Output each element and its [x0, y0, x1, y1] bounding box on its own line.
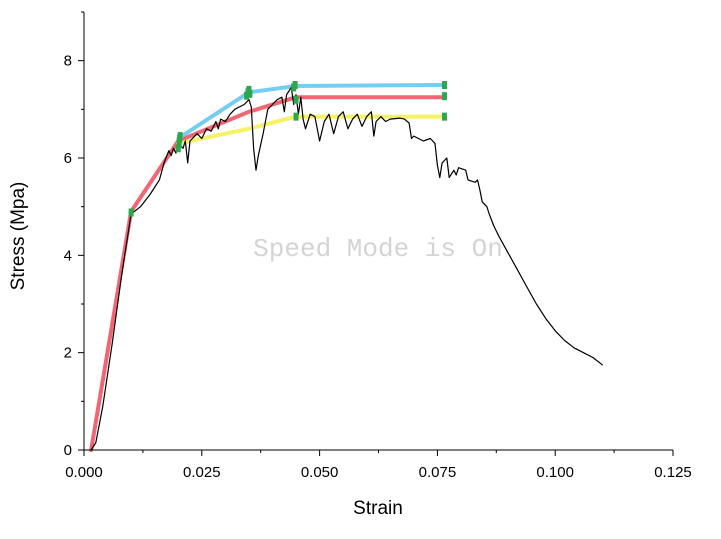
- x-tick-label: 0.000: [65, 464, 103, 481]
- x-axis-title: Strain: [353, 498, 403, 519]
- data-marker: [293, 112, 299, 121]
- data-marker: [176, 139, 182, 148]
- data-marker: [441, 81, 447, 89]
- fit-line: [89, 95, 445, 452]
- x-tick-label: 0.125: [654, 464, 692, 481]
- y-tick-label: 0: [64, 442, 72, 459]
- x-tick-label: 0.025: [183, 464, 221, 481]
- stress-strain-curve: [90, 86, 603, 451]
- data-marker: [441, 112, 447, 121]
- data-marker: [128, 208, 134, 217]
- y-axis-title: Stress (Mpa): [8, 182, 29, 291]
- x-tick-label: 0.075: [419, 464, 457, 481]
- x-tick-label: 0.100: [536, 464, 574, 481]
- y-tick-label: 8: [64, 53, 72, 70]
- plot-area: [89, 81, 603, 452]
- axes: 0.000 0.025 0.050 0.075 0.100 0.125 0 2 4 6 8: [64, 11, 692, 481]
- data-marker: [292, 81, 298, 89]
- y-tick-label: 6: [64, 150, 72, 167]
- watermark-text: Speed Mode is On: [253, 234, 503, 264]
- data-marker: [441, 92, 447, 101]
- fit-line: [176, 83, 445, 141]
- data-marker: [247, 89, 253, 98]
- fit-line: [176, 114, 445, 146]
- y-tick-label: 4: [64, 247, 72, 264]
- data-marker: [177, 132, 183, 141]
- x-tick-label: 0.050: [301, 464, 339, 481]
- data-marker: [175, 144, 181, 153]
- data-marker: [293, 95, 299, 104]
- y-tick-label: 2: [64, 345, 72, 362]
